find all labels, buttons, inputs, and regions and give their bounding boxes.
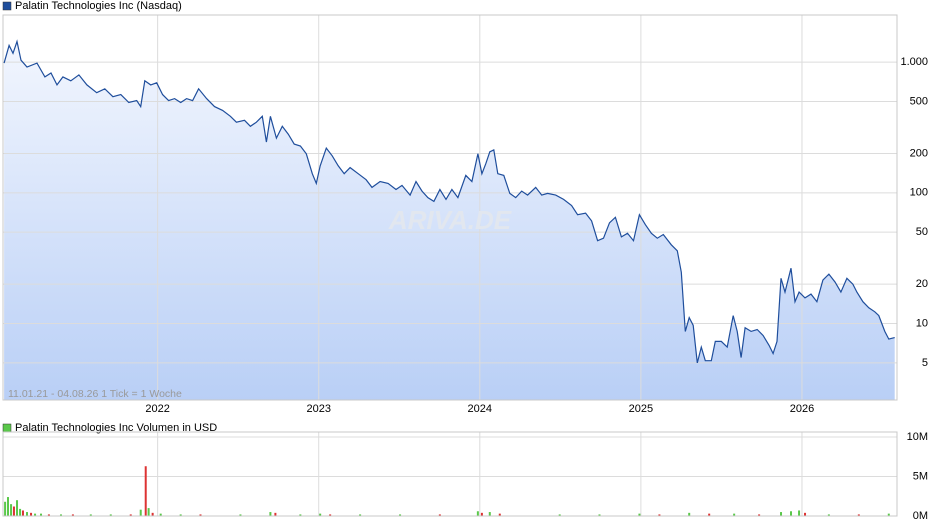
volume-bar	[658, 514, 661, 516]
volume-bar	[598, 514, 601, 516]
volume-bar	[12, 506, 15, 516]
y-tick-label: 10M	[907, 431, 928, 443]
price-line	[3, 39, 895, 364]
volume-bar	[476, 511, 479, 516]
y-tick-label: 5	[922, 357, 928, 369]
volume-bar	[4, 501, 7, 516]
x-tick-label: 2022	[145, 403, 169, 415]
x-tick-label: 2023	[306, 403, 330, 415]
volume-bar	[129, 514, 132, 516]
volume-bar	[16, 500, 19, 516]
volume-bar	[558, 514, 561, 516]
y-tick-label: 0M	[913, 510, 928, 522]
y-tick-label: 100	[910, 187, 928, 199]
range-note: 11.01.21 - 04.08.26 1 Tick = 1 Woche	[8, 388, 182, 400]
volume-bar	[758, 514, 761, 516]
volume-bar	[159, 513, 162, 516]
volume-bar	[139, 509, 142, 516]
volume-bar	[827, 514, 830, 516]
volume-bar	[857, 514, 860, 516]
volume-bar	[10, 504, 13, 516]
volume-bar	[34, 513, 37, 516]
y-tick-label: 1.000	[900, 56, 928, 68]
volume-bar	[733, 513, 736, 516]
volume-bar	[708, 513, 711, 516]
volume-bar	[399, 514, 402, 516]
volume-bar	[498, 513, 501, 516]
volume-bar	[299, 514, 302, 516]
volume-bar	[319, 513, 322, 516]
volume-bar	[89, 514, 92, 516]
y-tick-label: 50	[916, 226, 928, 238]
plot-frame	[2, 14, 898, 401]
volume-bar	[40, 513, 43, 516]
y-tick-label: 200	[910, 147, 928, 159]
volume-bar	[274, 512, 277, 516]
volume-bar	[179, 514, 182, 516]
volume-bar	[6, 497, 9, 516]
x-tick-label: 2026	[790, 403, 814, 415]
volume-bar	[480, 512, 483, 516]
volume-bar	[269, 512, 272, 516]
volume-bar	[329, 514, 332, 516]
legend-swatch	[2, 423, 12, 433]
y-tick-label: 10	[916, 317, 928, 329]
volume-bar	[151, 512, 154, 516]
volume-bar	[47, 514, 50, 516]
volume-bar	[798, 510, 801, 516]
y-tick-label: 500	[910, 95, 928, 107]
y-tick-label: 20	[916, 278, 928, 290]
volume-bar	[780, 512, 783, 516]
volume-bar	[887, 513, 890, 516]
volume-bar	[804, 512, 807, 516]
volume-bar	[26, 512, 29, 516]
chart-title: Palatin Technologies Inc (Nasdaq)	[15, 0, 182, 12]
volume-bar	[59, 514, 62, 516]
x-tick-label: 2024	[468, 403, 492, 415]
volume-bar	[239, 514, 242, 516]
legend-swatch	[2, 1, 12, 11]
volume-bar	[144, 466, 147, 516]
y-tick-label: 5M	[913, 470, 928, 482]
volume-bar	[359, 514, 362, 516]
volume-bar	[109, 514, 112, 516]
chart-title: Palatin Technologies Inc Volumen in USD	[15, 422, 217, 434]
volume-bar	[790, 511, 793, 516]
price-area	[4, 41, 895, 400]
volume-bar	[688, 512, 691, 516]
volume-bar	[438, 514, 441, 516]
volume-bar	[147, 508, 150, 516]
volume-bar	[30, 512, 33, 516]
volume-bar	[19, 508, 22, 516]
x-tick-label: 2025	[629, 403, 653, 415]
volume-bar	[488, 512, 491, 516]
plot-frame	[2, 431, 898, 517]
volume-bar	[638, 513, 641, 516]
volume-bar	[199, 514, 202, 516]
watermark: ARIVA.DE	[388, 205, 512, 235]
volume-bar	[71, 514, 74, 516]
volume-bar	[21, 510, 24, 516]
